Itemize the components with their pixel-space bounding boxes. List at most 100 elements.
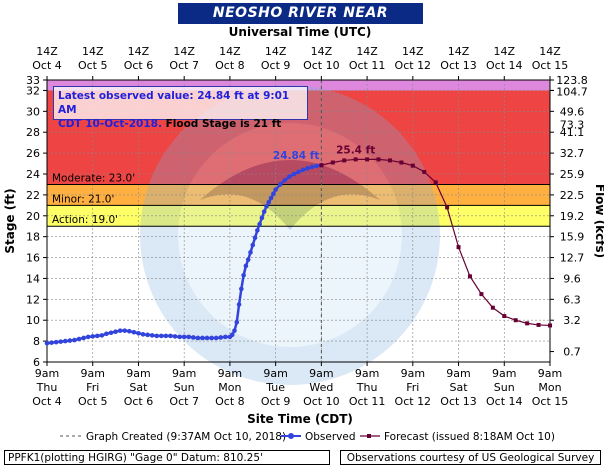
x2-tick-label-date: Oct 14	[486, 59, 523, 72]
x2-tick-label-time: 14Z	[265, 45, 287, 58]
x-tick-label-time: 9am	[538, 367, 562, 380]
observed-point	[163, 333, 169, 339]
observed-point	[252, 235, 258, 241]
observed-point	[305, 165, 310, 171]
observed-point	[131, 329, 137, 335]
observed-point	[53, 339, 59, 345]
observed-point	[122, 328, 128, 333]
bottom-axis-title: Site Time (CDT)	[247, 412, 353, 426]
observed-point	[159, 333, 164, 339]
y2-tick-label: 32.7	[560, 147, 585, 160]
footer-courtesy: Observations courtesy of US Geological S…	[340, 450, 601, 465]
x2-tick-label-date: Oct 5	[78, 59, 108, 72]
y2-tick-label: 3.2	[563, 314, 581, 327]
observed-point	[81, 335, 86, 341]
x2-tick-label-time: 14Z	[82, 45, 104, 58]
observed-point	[72, 337, 77, 343]
observed-point	[186, 334, 192, 340]
x-tick-label-day: Sat	[129, 381, 148, 394]
x2-tick-label-time: 14Z	[448, 45, 470, 58]
forecast-point	[525, 321, 530, 326]
observed-value-label: 24.84 ft	[273, 150, 319, 162]
x-tick-label-date: Oct 11	[349, 395, 386, 408]
observed-point	[223, 334, 228, 340]
observed-point	[113, 329, 118, 335]
observed-point	[277, 182, 283, 187]
observed-point	[291, 171, 297, 177]
observed-point	[213, 335, 219, 341]
x-tick-label-time: 9am	[492, 367, 516, 380]
forecast-point	[422, 169, 427, 174]
observed-point	[255, 228, 260, 233]
y-tick-label: 14	[26, 272, 40, 285]
y2-tick-label: 22.5	[560, 189, 585, 202]
callout-line2-blue: CDT 10-Oct-2018.	[58, 118, 162, 130]
observed-point	[241, 273, 246, 278]
observed-point	[239, 286, 244, 292]
flood-label-moderate: Moderate: 23.0'	[52, 172, 135, 184]
observed-point	[259, 215, 265, 221]
y2-tick-label: 6.3	[563, 293, 581, 306]
x-tick-label-date: Oct 9	[261, 395, 291, 408]
forecast-point	[342, 158, 347, 163]
observed-point	[209, 335, 214, 341]
flood-stage-lines: Action: 19.0' Minor: 21.0' Moderate: 23.0'	[47, 80, 550, 362]
observed-point	[108, 330, 114, 336]
forecast-point	[513, 318, 518, 323]
observed-point	[76, 336, 82, 342]
y-tick-label: 20	[26, 210, 40, 223]
x-tick-label-date: Oct 4	[32, 395, 62, 408]
forecast-point	[319, 163, 324, 168]
x-tick-label-date: Oct 15	[532, 395, 569, 408]
observed-point	[67, 338, 73, 343]
series-layer	[44, 157, 552, 346]
action-band	[47, 205, 550, 227]
observed-point	[300, 167, 306, 173]
flood-label-action: Action: 19.0'	[52, 214, 118, 226]
y-tick-label: 12	[26, 293, 40, 306]
axes	[43, 76, 554, 366]
y2-tick-label: 19.2	[560, 210, 585, 223]
observed-point	[245, 257, 251, 262]
observed-point	[229, 332, 235, 338]
y2-tick-label: 12.7	[560, 252, 585, 265]
observed-point	[243, 263, 249, 269]
x-tick-label-day: Sun	[494, 381, 515, 394]
x-tick-label-day: Thu	[356, 381, 378, 394]
y2-tick-label: 104.7	[556, 85, 588, 98]
observed-point	[49, 340, 54, 345]
y2-tick-label: 25.9	[560, 168, 585, 181]
x-tick-label-time: 9am	[172, 367, 196, 380]
x2-tick-label-time: 14Z	[493, 45, 515, 58]
x-tick-label-date: Oct 14	[486, 395, 523, 408]
chart-title: NEOSHO RIVER NEAR PARSONS	[178, 3, 423, 42]
x-tick-label-date: Oct 10	[303, 395, 340, 408]
observed-point	[90, 334, 96, 339]
minor-band	[47, 184, 550, 206]
observed-point	[168, 333, 173, 339]
x2-tick-label-time: 14Z	[356, 45, 378, 58]
x2-tick-label-time: 14Z	[219, 45, 241, 58]
record-band	[47, 80, 550, 91]
observed-point	[268, 195, 274, 201]
x-tick-label-date: Oct 5	[78, 395, 108, 408]
observed-point	[261, 209, 267, 214]
observed-point	[266, 199, 272, 205]
left-axis-title: Stage (ft)	[3, 188, 17, 253]
x-tick-label-date: Oct 12	[395, 395, 432, 408]
legend-graph-created: Graph Created (9:37AM Oct 10, 2018)	[86, 431, 286, 443]
observed-point	[62, 338, 68, 344]
observed-point	[85, 334, 91, 340]
x-tick-label-time: 9am	[263, 367, 287, 380]
x-tick-label-time: 9am	[218, 367, 242, 380]
legend-observed-marker	[288, 433, 294, 439]
forecast-point	[456, 245, 461, 250]
forecast-point	[548, 323, 552, 328]
forecast-point	[376, 157, 381, 162]
y-tick-label: 28	[26, 126, 40, 139]
x-tick-label-day: Sun	[174, 381, 195, 394]
observed-point	[234, 320, 240, 325]
observed-point	[250, 242, 256, 248]
observed-point	[145, 332, 150, 338]
observed-point	[273, 187, 278, 192]
